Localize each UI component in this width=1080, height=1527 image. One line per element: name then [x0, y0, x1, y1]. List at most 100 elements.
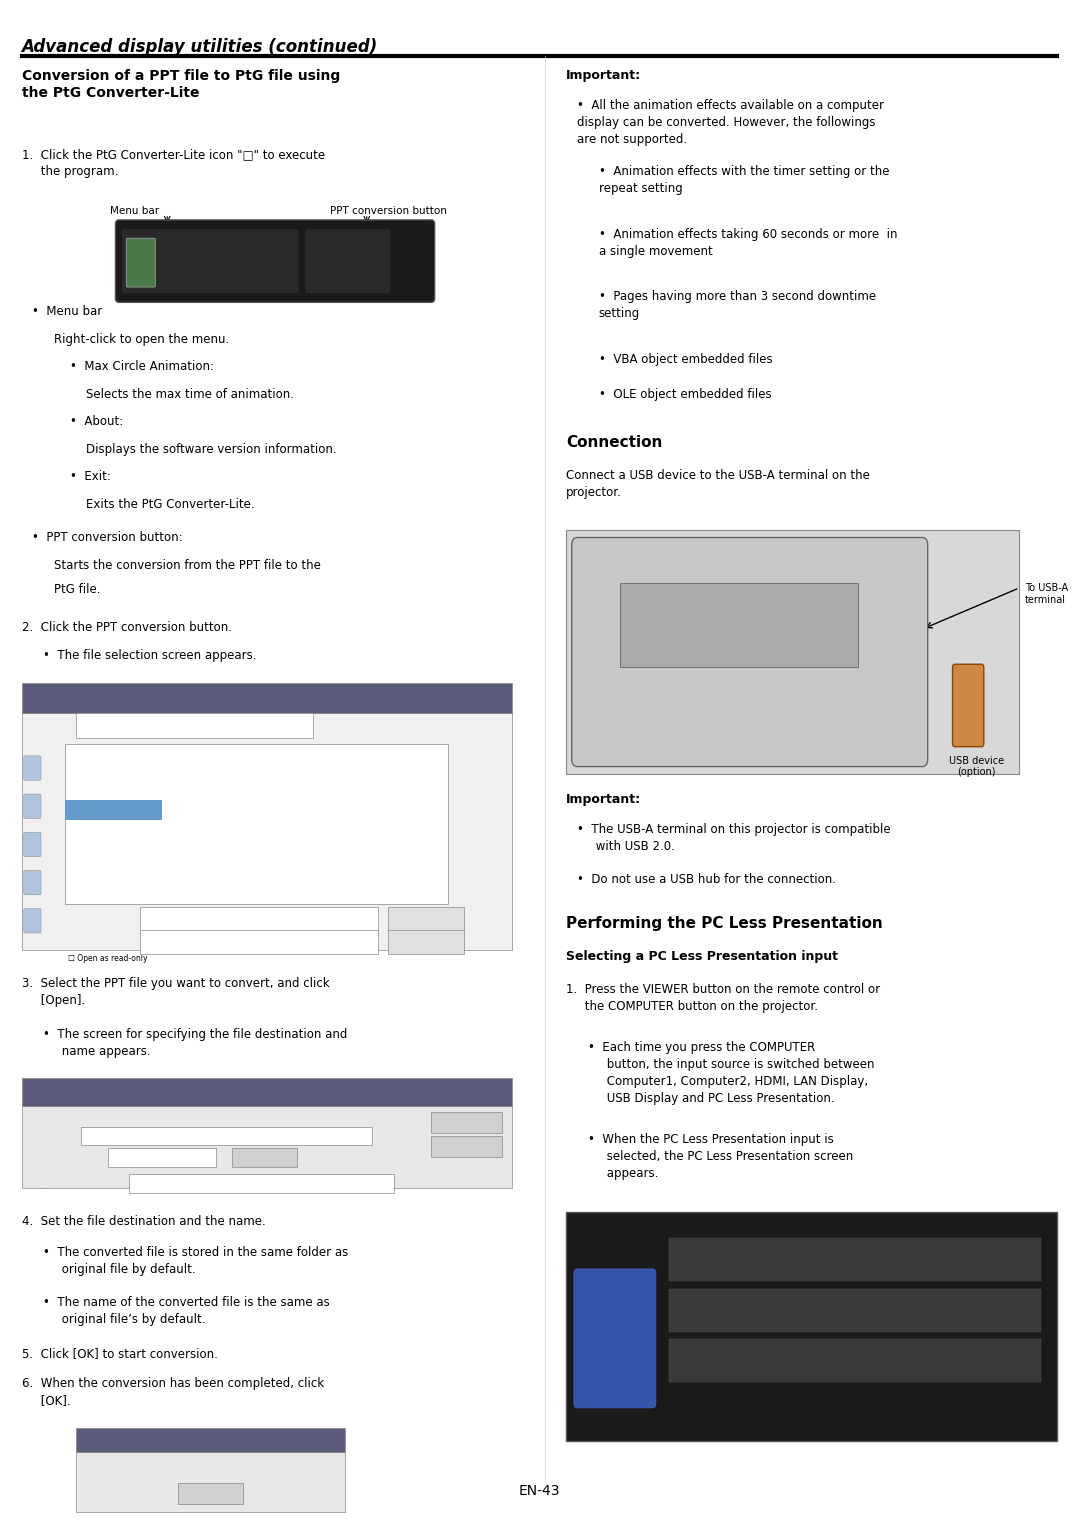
Text: •  All the animation effects available on a computer
display can be converted. H: • All the animation effects available on…: [577, 99, 885, 147]
Text: Cancel: Cancel: [451, 1141, 483, 1150]
Text: AWIND PtG: AWIND PtG: [27, 1081, 81, 1092]
Text: 📁 Air Presenter PnS(06-1012): 📁 Air Presenter PnS(06-1012): [68, 782, 190, 791]
Text: ?: ?: [485, 687, 490, 698]
FancyBboxPatch shape: [24, 909, 41, 933]
Text: My Recent
Documents: My Recent Documents: [45, 757, 85, 770]
Text: 4.  Set the file destination and the name.: 4. Set the file destination and the name…: [22, 1215, 266, 1229]
Text: 2.  Click the PPT conversion button.: 2. Click the PPT conversion button.: [22, 621, 231, 635]
Text: ×: ×: [399, 240, 410, 255]
FancyBboxPatch shape: [81, 1127, 373, 1145]
Text: •  Animation effects with the timer setting or the
repeat setting: • Animation effects with the timer setti…: [598, 165, 889, 195]
FancyBboxPatch shape: [22, 683, 512, 713]
Text: - Select Files -: - Select Files -: [27, 1115, 85, 1124]
FancyBboxPatch shape: [76, 713, 313, 738]
Text: D:\ImageCaster Presentation file.PtG: D:\ImageCaster Presentation file.PtG: [132, 1177, 259, 1183]
Text: •  The USB-A terminal on this projector is compatible
     with USB 2.0.: • The USB-A terminal on this projector i…: [577, 823, 891, 854]
Text: •  About:: • About:: [70, 415, 123, 429]
Text: Input File:: Input File:: [27, 1133, 68, 1142]
FancyBboxPatch shape: [306, 229, 391, 293]
FancyBboxPatch shape: [140, 907, 378, 931]
Text: Output Drive:: Output Drive:: [27, 1154, 84, 1164]
Text: ▼: ▼: [401, 267, 408, 278]
Text: 5.  Click [OK] to start conversion.: 5. Click [OK] to start conversion.: [22, 1347, 217, 1361]
Text: Open: Open: [27, 687, 55, 698]
FancyBboxPatch shape: [571, 538, 928, 767]
FancyBboxPatch shape: [232, 1148, 297, 1167]
FancyBboxPatch shape: [76, 1452, 346, 1512]
Text: Right-click to open the menu.: Right-click to open the menu.: [54, 333, 229, 347]
FancyBboxPatch shape: [24, 870, 41, 895]
Text: Selects the max time of animation.: Selects the max time of animation.: [86, 388, 294, 402]
Text: Menu bar: Menu bar: [110, 206, 160, 217]
Text: Conversion of a PPT file to PtG file using
the PtG Converter-Lite: Conversion of a PPT file to PtG file usi…: [22, 69, 340, 99]
Text: 6.  When the conversion has been completed, click
     [OK].: 6. When the conversion has been complete…: [22, 1377, 324, 1408]
FancyBboxPatch shape: [22, 713, 512, 950]
FancyBboxPatch shape: [620, 583, 858, 667]
Text: Performing the PC Less Presentation: Performing the PC Less Presentation: [566, 916, 883, 931]
Text: OK: OK: [461, 1116, 473, 1125]
Text: →□: →□: [332, 264, 353, 278]
Text: Advanced display utilities (continued): Advanced display utilities (continued): [22, 38, 378, 56]
FancyBboxPatch shape: [566, 1212, 1057, 1441]
Text: 📁 Air Presenter PnS: 📁 Air Presenter PnS: [68, 762, 149, 771]
Text: My Network
Places: My Network Places: [45, 910, 86, 922]
FancyBboxPatch shape: [24, 832, 41, 857]
FancyBboxPatch shape: [24, 794, 41, 818]
Text: •  Exit:: • Exit:: [70, 470, 111, 484]
Text: •  Max Circle Animation:: • Max Circle Animation:: [70, 360, 214, 374]
FancyBboxPatch shape: [108, 1148, 216, 1167]
FancyBboxPatch shape: [130, 1174, 394, 1193]
Text: Browse...: Browse...: [247, 1153, 282, 1162]
Text: Selecting a PC Less Presentation input: Selecting a PC Less Presentation input: [566, 950, 838, 964]
Text: My Computer: My Computer: [45, 872, 92, 878]
Text: Displays the software version information.: Displays the software version informatio…: [86, 443, 337, 457]
FancyBboxPatch shape: [126, 238, 156, 287]
Text: P: P: [135, 240, 146, 255]
Text: •  Each time you press the COMPUTER
     button, the input source is switched be: • Each time you press the COMPUTER butto…: [588, 1041, 875, 1106]
Text: PtG Converter - Lite: PtG Converter - Lite: [81, 1429, 171, 1438]
FancyBboxPatch shape: [122, 229, 299, 293]
Text: Exits the PtG Converter-Lite.: Exits the PtG Converter-Lite.: [86, 498, 255, 512]
FancyBboxPatch shape: [22, 1106, 512, 1188]
Text: Photo Viewer   ❯: Photo Viewer ❯: [679, 1301, 767, 1312]
FancyBboxPatch shape: [22, 1078, 512, 1106]
Text: Important:: Important:: [566, 793, 642, 806]
Text: PtG: PtG: [220, 244, 254, 263]
Text: •  Pages having more than 3 second downtime
setting: • Pages having more than 3 second downti…: [598, 290, 876, 321]
Text: •  The file selection screen appears.: • The file selection screen appears.: [43, 649, 257, 663]
Text: •  Do not use a USB hub for the connection.: • Do not use a USB hub for the connectio…: [577, 873, 836, 887]
Text: ☐ Open as read-only: ☐ Open as read-only: [68, 954, 148, 964]
FancyBboxPatch shape: [24, 756, 41, 780]
FancyBboxPatch shape: [432, 1112, 501, 1133]
Text: Conversion complete.: Conversion complete.: [153, 1466, 268, 1477]
Text: Hard Disk Drive (D:): Hard Disk Drive (D:): [110, 1153, 180, 1159]
Text: •  Menu bar: • Menu bar: [32, 305, 103, 319]
FancyBboxPatch shape: [953, 664, 984, 747]
Text: P: P: [603, 1332, 627, 1365]
Text: 1.  Press the VIEWER button on the remote control or
     the COMPUTER button on: 1. Press the VIEWER button on the remote…: [566, 983, 880, 1014]
Bar: [65, 800, 162, 820]
FancyBboxPatch shape: [573, 1269, 656, 1408]
Text: •  Animation effects taking 60 seconds or more  in
a single movement: • Animation effects taking 60 seconds or…: [598, 228, 897, 258]
Text: USB device
(option): USB device (option): [948, 756, 1003, 777]
Text: •  The converted file is stored in the same folder as
     original file by defa: • The converted file is stored in the sa…: [43, 1246, 349, 1277]
Text: EN-43: EN-43: [518, 1484, 561, 1498]
FancyBboxPatch shape: [65, 744, 448, 904]
FancyBboxPatch shape: [116, 220, 435, 302]
Text: OK: OK: [203, 1486, 217, 1496]
Text: •  The screen for specifying the file destination and
     name appears.: • The screen for specifying the file des…: [43, 1028, 348, 1058]
Text: 📁 PtG: 📁 PtG: [68, 803, 91, 812]
Text: •  The name of the converted file is the same as
     original file’s by default: • The name of the converted file is the …: [43, 1296, 329, 1327]
Text: Setup              ❯: Setup ❯: [679, 1351, 765, 1362]
Text: X: X: [335, 1429, 341, 1438]
FancyBboxPatch shape: [76, 1428, 346, 1452]
FancyBboxPatch shape: [140, 930, 378, 954]
FancyBboxPatch shape: [389, 907, 463, 931]
Text: •  OLE object embedded files: • OLE object embedded files: [598, 388, 771, 402]
Text: PtG: PtG: [144, 909, 160, 918]
Text: PC Less Presentation: PC Less Presentation: [757, 1231, 866, 1241]
Text: Look in:: Look in:: [27, 725, 63, 734]
Text: Files of type:: Files of type:: [68, 935, 125, 944]
Text: X: X: [499, 687, 507, 698]
Text: Output File Name:: Output File Name:: [27, 1180, 104, 1190]
